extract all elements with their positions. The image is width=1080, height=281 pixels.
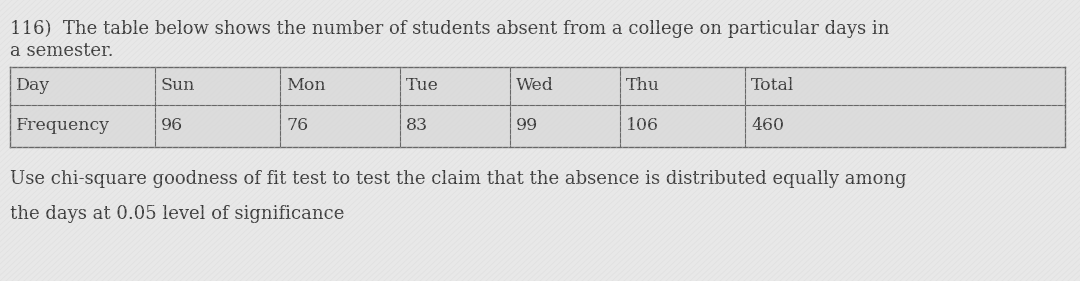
Text: 76: 76 [286,117,308,135]
Text: a semester.: a semester. [10,42,113,60]
Text: Sun: Sun [161,78,195,94]
Text: Mon: Mon [286,78,326,94]
Text: 99: 99 [516,117,538,135]
Text: Day: Day [16,78,51,94]
Text: 83: 83 [406,117,428,135]
Text: 106: 106 [626,117,659,135]
Text: Total: Total [751,78,795,94]
Text: Use chi-square goodness of fit test to test the claim that the absence is distri: Use chi-square goodness of fit test to t… [10,170,906,188]
Text: 116)  The table below shows the number of students absent from a college on part: 116) The table below shows the number of… [10,20,890,38]
Text: Wed: Wed [516,78,554,94]
Text: Frequency: Frequency [16,117,110,135]
Text: the days at 0.05 level of significance: the days at 0.05 level of significance [10,205,345,223]
Text: 460: 460 [751,117,784,135]
Text: Thu: Thu [626,78,660,94]
Bar [10,67,1065,147]
Text: Tue: Tue [406,78,438,94]
Text: 96: 96 [161,117,184,135]
